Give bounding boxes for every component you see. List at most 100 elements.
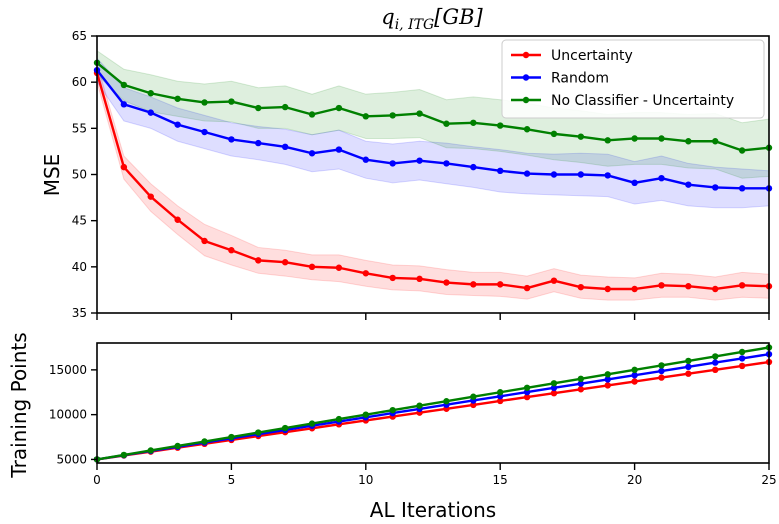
training-point-0-20 <box>631 378 638 385</box>
training-point-1-17 <box>550 384 558 392</box>
mse-point-2-2 <box>147 90 154 97</box>
mse-series-line-2 <box>96 61 770 152</box>
mse-point-2-12 <box>416 110 423 117</box>
chart-title-subscript: i, ITG <box>395 17 434 33</box>
mse-point-1-7 <box>281 143 289 150</box>
training-x-tick-label: 25 <box>761 473 776 487</box>
training-point-2-8 <box>308 420 316 427</box>
training-x-tick-label: 10 <box>358 473 373 487</box>
mse-point-1-20 <box>631 179 638 187</box>
mse-point-0-16 <box>523 284 531 292</box>
training-point-2-22 <box>685 357 692 365</box>
mse-point-0-12 <box>416 275 423 283</box>
mse-point-0-8 <box>308 263 316 271</box>
mse-point-2-14 <box>470 119 477 126</box>
mse-point-1-17 <box>550 171 558 178</box>
legend-swatch-marker <box>522 96 530 104</box>
training-point-2-18 <box>577 375 585 383</box>
mse-point-2-4 <box>201 99 208 106</box>
mse-point-2-13 <box>443 120 450 127</box>
training-point-0-23 <box>712 366 719 374</box>
mse-point-0-10 <box>362 270 369 277</box>
legend-label: Random <box>551 71 609 87</box>
legend: Uncertainty Random No Classifier - Uncerta… <box>501 39 765 119</box>
training-point-1-20 <box>631 372 638 379</box>
mse-point-2-1 <box>120 81 128 89</box>
mse-point-1-3 <box>174 121 181 128</box>
mse-point-0-13 <box>443 279 450 286</box>
mse-point-2-11 <box>389 112 396 119</box>
bottom-x-axis-label: AL Iterations <box>370 498 496 522</box>
training-series-line-2 <box>96 346 770 461</box>
training-point-2-6 <box>255 429 262 436</box>
mse-point-0-14 <box>470 281 477 288</box>
training-point-1-18 <box>577 380 585 387</box>
mse-point-0-15 <box>497 281 504 288</box>
mse-point-0-4 <box>201 237 208 245</box>
mse-point-1-1 <box>120 101 128 108</box>
bottom-y-axis-label: Training Points <box>7 332 31 478</box>
training-point-1-19 <box>604 376 611 383</box>
training-point-2-12 <box>416 402 423 409</box>
training-x-tick-label: 15 <box>493 473 508 487</box>
mse-point-0-9 <box>335 264 343 271</box>
training-point-2-11 <box>389 406 396 414</box>
training-point-0-24 <box>738 362 746 370</box>
training-point-2-17 <box>550 380 558 387</box>
mse-y-tick-label: 35 <box>72 306 87 320</box>
mse-point-1-19 <box>604 172 611 179</box>
mse-point-1-15 <box>497 167 504 175</box>
training-point-0-18 <box>577 386 585 393</box>
training-point-2-5 <box>228 433 235 441</box>
legend-label: No Classifier - Uncertainty <box>551 93 734 109</box>
mse-point-0-24 <box>738 282 746 289</box>
mse-point-0-22 <box>685 283 692 290</box>
mse-point-0-6 <box>255 257 262 264</box>
mse-point-0-7 <box>281 259 289 266</box>
mse-point-2-20 <box>631 135 638 142</box>
training-point-0-14 <box>470 401 477 409</box>
mse-point-1-12 <box>416 157 423 164</box>
training-point-2-9 <box>335 415 343 423</box>
training-point-2-1 <box>120 451 128 459</box>
mse-point-1-9 <box>335 146 343 153</box>
training-y-tick-label: 10000 <box>49 408 87 422</box>
chart-title-rest: [GB] <box>434 5 483 29</box>
training-point-2-3 <box>174 442 181 450</box>
chart-title-main: q <box>381 5 394 29</box>
mse-point-2-18 <box>577 133 585 140</box>
mse-point-1-2 <box>147 109 154 116</box>
mse-point-0-3 <box>174 216 181 223</box>
mse-point-2-10 <box>362 113 369 120</box>
training-point-0-16 <box>523 393 531 401</box>
mse-point-2-19 <box>604 137 611 144</box>
training-point-2-21 <box>658 362 665 369</box>
mse-point-0-19 <box>604 285 611 293</box>
training-point-2-15 <box>497 389 504 396</box>
legend-label: Uncertainty <box>551 48 633 64</box>
mse-point-1-10 <box>362 156 369 163</box>
mse-point-1-16 <box>523 170 531 177</box>
mse-point-2-6 <box>255 104 262 112</box>
mse-point-1-21 <box>658 174 665 182</box>
mse-point-1-23 <box>712 184 719 191</box>
mse-y-tick-label: 50 <box>72 168 87 182</box>
training-point-2-23 <box>712 353 719 360</box>
training-point-0-21 <box>658 374 665 381</box>
training-x-tick-label: 20 <box>627 473 642 487</box>
mse-point-2-5 <box>228 98 235 105</box>
mse-panel: 35 40 45 50 55 60 65 <box>72 29 773 320</box>
mse-point-1-13 <box>443 160 450 167</box>
training-x-tick-label: 0 <box>93 473 101 487</box>
mse-point-2-7 <box>281 103 289 111</box>
training-point-2-20 <box>631 366 638 374</box>
mse-point-2-16 <box>523 126 531 133</box>
training-series-line-0 <box>96 360 770 461</box>
mse-point-0-11 <box>389 274 396 282</box>
mse-point-0-5 <box>228 247 235 254</box>
mse-point-1-22 <box>685 181 692 188</box>
training-point-2-19 <box>604 371 611 378</box>
training-axes-frame <box>96 342 770 464</box>
training-point-0-15 <box>497 397 504 405</box>
